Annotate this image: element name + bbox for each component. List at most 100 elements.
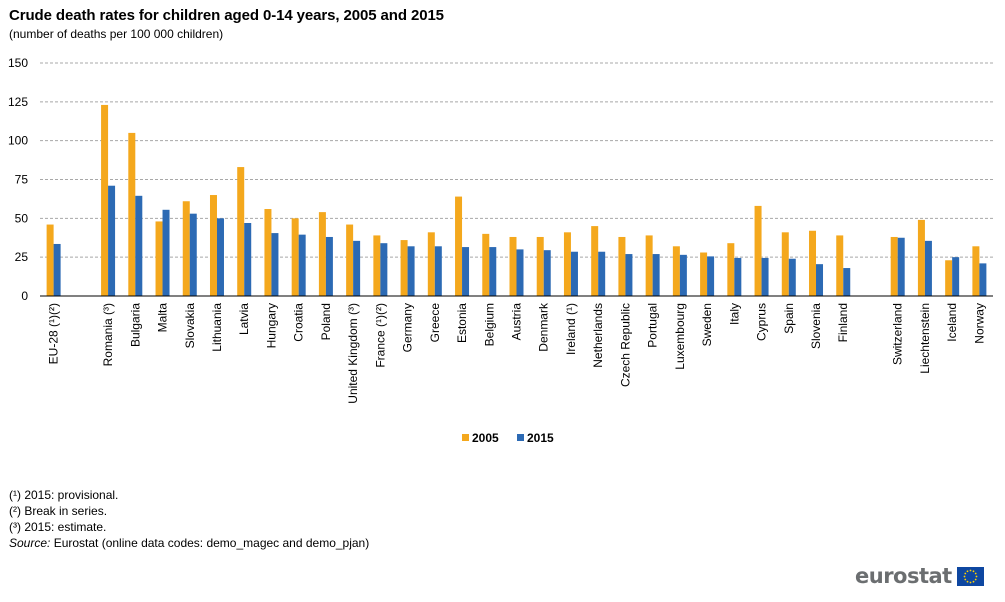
x-tick-label: Croatia <box>292 303 306 342</box>
bar-2005 <box>455 196 463 296</box>
y-tick-label: 75 <box>15 173 29 187</box>
bar-2005 <box>291 218 299 296</box>
x-tick-label: Liechtenstein <box>918 303 932 374</box>
bar-2015 <box>162 209 170 296</box>
bar-2015 <box>298 234 306 296</box>
bar-2005 <box>972 246 980 296</box>
bar-2005 <box>237 167 245 296</box>
eu-flag-icon <box>956 566 984 586</box>
source-text: Eurostat (online data codes: demo_magec … <box>50 536 370 550</box>
x-tick-label: Finland <box>836 303 850 342</box>
footnotes: (¹) 2015: provisional. (²) Break in seri… <box>9 487 369 551</box>
bar-2005 <box>645 235 653 296</box>
x-tick-label: Luxembourg <box>673 303 687 370</box>
bar-2015 <box>570 251 578 296</box>
bar-2015 <box>897 237 905 296</box>
x-tick-label: Malta <box>156 303 170 333</box>
legend-label-2005: 2005 <box>472 431 499 445</box>
bar-2015 <box>625 254 633 296</box>
bar-2005 <box>727 243 735 296</box>
bar-2005 <box>945 260 953 296</box>
bar-2005 <box>155 221 163 296</box>
bar-2015 <box>108 185 116 296</box>
logo-text: eurostat <box>855 564 952 588</box>
bar-2005 <box>890 236 898 296</box>
x-tick-label: Romania (³) <box>101 303 115 366</box>
bar-2015 <box>462 247 470 296</box>
bar-2005 <box>427 232 435 296</box>
bar-2005 <box>836 235 844 296</box>
bar-2015 <box>652 254 660 296</box>
bar-2015 <box>979 263 987 296</box>
bar-2015 <box>952 257 960 296</box>
bar-2005 <box>672 246 680 296</box>
bar-2005 <box>264 209 272 296</box>
legend-swatch-2005 <box>462 434 469 441</box>
x-tick-label: EU-28 (¹)(²) <box>47 303 61 364</box>
x-tick-label: Hungary <box>264 303 278 348</box>
bar-2015 <box>325 236 333 296</box>
bar-2015 <box>189 213 197 296</box>
bar-2005 <box>781 232 789 296</box>
bar-2005 <box>182 201 190 296</box>
bar-2015 <box>53 243 61 296</box>
x-tick-label: United Kingdom (³) <box>346 303 360 404</box>
bar-2015 <box>353 240 361 296</box>
bar-2015 <box>271 233 279 296</box>
bar-2015 <box>216 218 224 296</box>
bar-2005 <box>591 226 599 296</box>
bar-2005 <box>318 212 326 296</box>
x-tick-label: Slovakia <box>183 303 197 349</box>
x-tick-label: Poland <box>319 303 333 340</box>
x-tick-label: Italy <box>727 303 741 325</box>
footnote-estimate: (³) 2015: estimate. <box>9 520 107 534</box>
bar-2015 <box>788 258 796 296</box>
bar-2015 <box>679 254 687 296</box>
legend-swatch-2015 <box>517 434 524 441</box>
bar-2015 <box>843 268 851 296</box>
x-tick-label: Austria <box>510 303 524 341</box>
bar-2015 <box>434 246 442 296</box>
x-tick-label: Spain <box>782 303 796 334</box>
bar-2005 <box>563 232 571 296</box>
bar-chart: 0 25 50 75 100 125 150 EU-28 (¹)(²) Romania (³) B… <box>8 56 993 445</box>
y-tick-label: 125 <box>8 95 28 109</box>
bar-2015 <box>734 257 742 296</box>
y-tick-label: 150 <box>8 56 28 70</box>
x-tick-label: Netherlands <box>591 303 605 368</box>
bar-2015 <box>489 247 497 296</box>
y-tick-label: 25 <box>15 250 29 264</box>
x-tick-label: Norway <box>972 303 986 344</box>
x-tick-label: Germany <box>401 303 415 352</box>
bar-2005 <box>754 205 762 296</box>
bar-2005 <box>346 224 354 296</box>
eurostat-logo: eurostat <box>855 564 984 588</box>
x-tick-label: Lithuania <box>210 303 224 352</box>
y-tick-label: 50 <box>15 211 29 225</box>
x-tick-label: France (¹)(²) <box>373 303 387 368</box>
y-tick-label: 100 <box>8 134 28 148</box>
bar-2015 <box>707 256 715 296</box>
bar-2015 <box>816 264 824 296</box>
bar-2015 <box>380 243 388 296</box>
bar-2005 <box>128 132 136 296</box>
bar-2015 <box>244 222 252 296</box>
bar-2015 <box>761 257 769 296</box>
chart-subtitle: (number of deaths per 100 000 children) <box>9 27 224 41</box>
bar-2005 <box>509 236 517 296</box>
y-tick-label: 0 <box>21 289 28 303</box>
bar-2005 <box>209 195 217 296</box>
bar-2015 <box>135 195 143 296</box>
x-tick-label: Belgium <box>482 303 496 346</box>
x-tick-label: Switzerland <box>891 303 905 365</box>
x-tick-label: Portugal <box>646 303 660 348</box>
bar-2015 <box>407 246 415 296</box>
bar-2005 <box>101 104 109 296</box>
bar-2005 <box>917 219 925 296</box>
x-tick-label: Cyprus <box>755 303 769 341</box>
x-tick-label: Slovenia <box>809 303 823 349</box>
bar-2005 <box>46 224 54 296</box>
bar-2005 <box>536 236 544 296</box>
footnote-provisional: (¹) 2015: provisional. <box>9 488 119 502</box>
bar-2005 <box>809 230 817 296</box>
